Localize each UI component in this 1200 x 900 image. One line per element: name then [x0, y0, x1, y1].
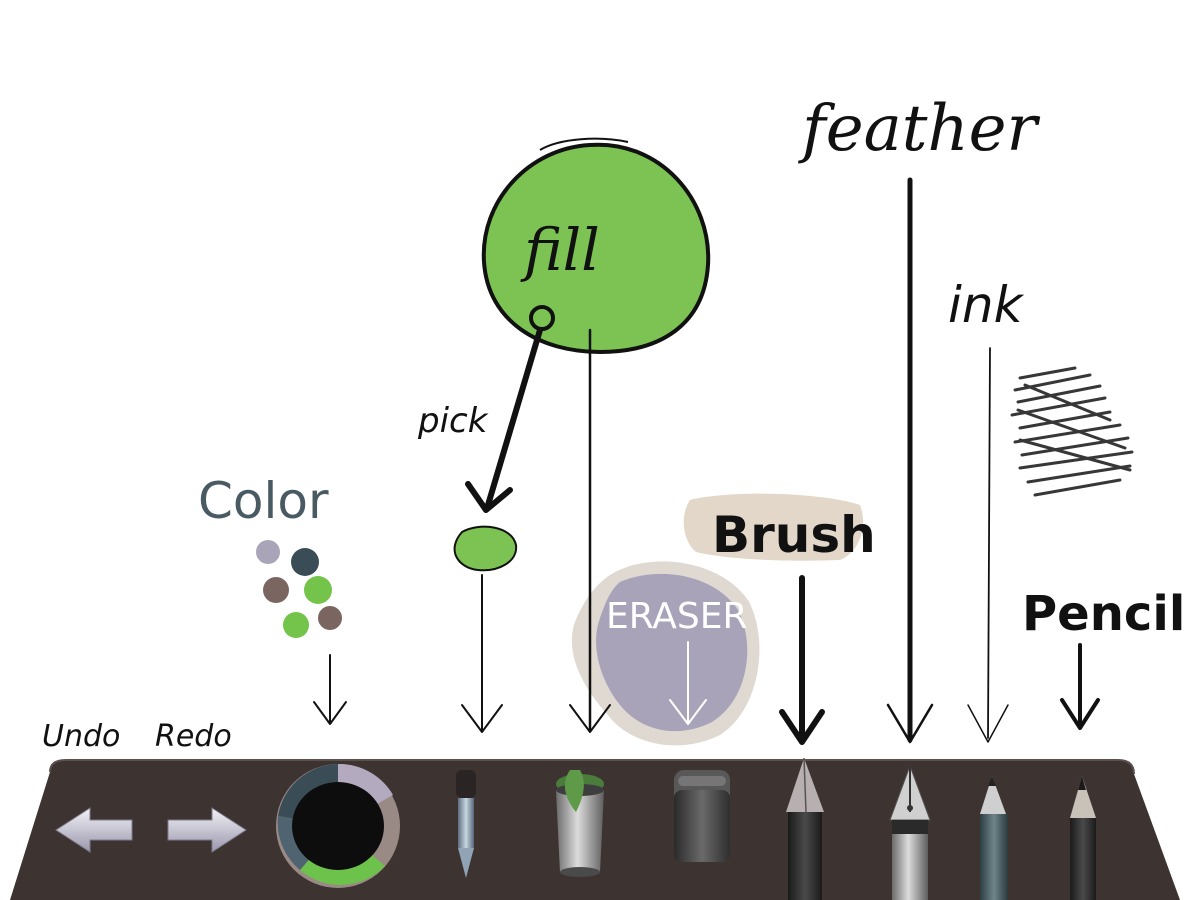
undo-arrow-icon [55, 807, 133, 853]
label-pick: pick [417, 401, 489, 441]
fill-button[interactable] [556, 770, 604, 877]
brush-nib-icon [786, 757, 824, 900]
pipette-icon [456, 770, 476, 878]
color-swatches [256, 540, 342, 638]
fountain-pen-icon [889, 764, 931, 900]
pick-button[interactable] [456, 770, 476, 878]
ink-button[interactable] [980, 776, 1008, 900]
label-undo: Undo [42, 719, 120, 754]
label-color: Color [198, 472, 329, 530]
brush-button[interactable] [786, 757, 824, 900]
label-redo: Redo [155, 719, 232, 754]
label-eraser: ERASER [606, 596, 748, 637]
feather-button[interactable] [889, 764, 931, 900]
label-pencil: Pencil [1022, 586, 1185, 642]
eraser-icon [674, 770, 730, 862]
eraser-blob-inner [596, 573, 748, 732]
pick-target-blob [453, 525, 518, 572]
label-feather: feather [798, 92, 1041, 166]
label-fill: fill [520, 216, 600, 284]
redo-arrow-icon [167, 807, 247, 853]
paint-bucket-icon [556, 770, 604, 877]
pencil-icon [1070, 776, 1096, 900]
pick-source-circle [529, 305, 555, 331]
toolbar [10, 757, 1180, 900]
ink-pen-icon [980, 776, 1008, 900]
pencil-scribble [1010, 366, 1134, 497]
fill-blob [481, 142, 711, 355]
label-brush: Brush [712, 506, 876, 564]
pencil-button[interactable] [1070, 776, 1096, 900]
annotation-arrows [313, 177, 1100, 745]
label-ink: ink [948, 276, 1025, 334]
eraser-button[interactable] [674, 770, 730, 862]
brush-blob [683, 493, 864, 561]
color-button[interactable] [276, 763, 400, 888]
fill-blob-stroke-tail [539, 137, 629, 151]
redo-button[interactable] [167, 807, 247, 853]
undo-button[interactable] [55, 807, 133, 853]
